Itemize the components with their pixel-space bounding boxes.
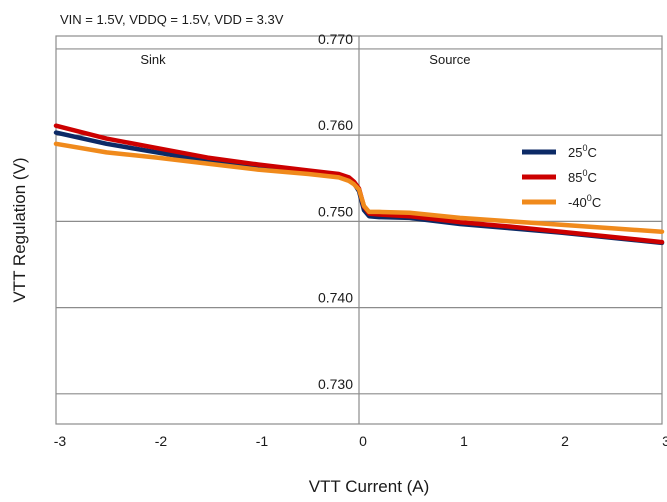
chart-subtitle: VIN = 1.5V, VDDQ = 1.5V, VDD = 3.3V xyxy=(60,12,284,27)
y-tick-label: 0.750 xyxy=(318,203,353,219)
legend: 250C 850C -400C xyxy=(522,143,601,210)
y-tick-label: 0.770 xyxy=(318,31,353,47)
y-tick-label: 0.760 xyxy=(318,117,353,133)
gridlines xyxy=(56,36,662,424)
series-line-3 xyxy=(53,141,665,234)
x-tick-label: 2 xyxy=(561,433,569,449)
x-tick-label: 3 xyxy=(662,433,667,449)
y-tick-labels: 0.730 0.740 0.750 0.760 0.770 xyxy=(318,31,353,392)
x-tick-label: 0 xyxy=(359,433,367,449)
legend-label: 850C xyxy=(568,168,597,185)
y-axis-title: VTT Regulation (V) xyxy=(10,157,29,302)
x-tick-label: -3 xyxy=(54,433,67,449)
x-tick-label: 1 xyxy=(460,433,468,449)
x-axis-title: VTT Current (A) xyxy=(309,477,430,496)
x-tick-label: -2 xyxy=(155,433,168,449)
y-tick-label: 0.730 xyxy=(318,376,353,392)
sink-annotation: Sink xyxy=(140,52,166,67)
legend-label: 250C xyxy=(568,143,597,160)
series-lines xyxy=(53,123,665,246)
source-annotation: Source xyxy=(429,52,470,67)
legend-label: -400C xyxy=(568,193,601,210)
y-tick-label: 0.740 xyxy=(318,290,353,306)
x-tick-labels: -3 -2 -1 0 1 2 3 xyxy=(54,433,667,449)
x-tick-label: -1 xyxy=(256,433,269,449)
